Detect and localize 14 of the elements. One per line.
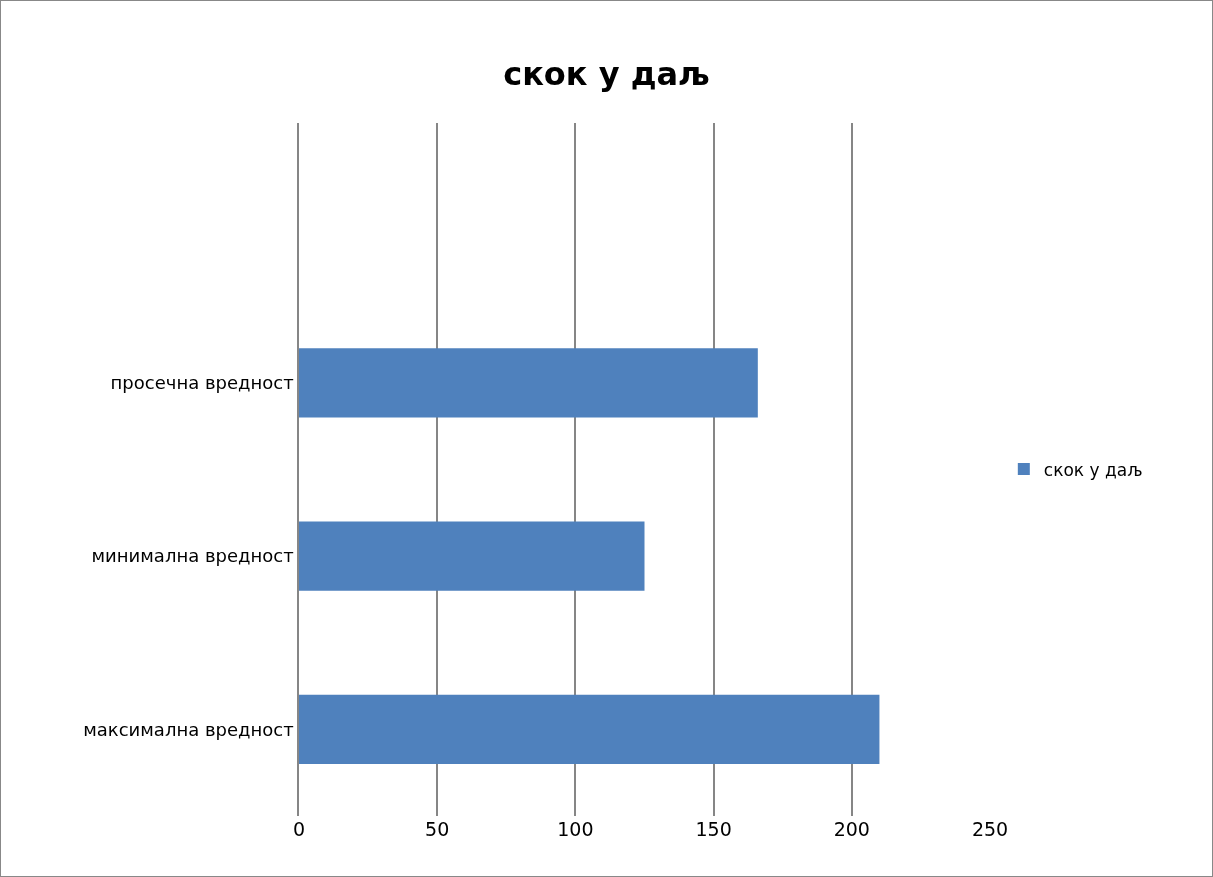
bar bbox=[299, 348, 758, 418]
bar bbox=[299, 521, 645, 591]
y-tick-label: максимална вредност bbox=[83, 718, 294, 740]
chart-title: скок у даљ bbox=[503, 54, 710, 93]
x-tick-label: 50 bbox=[425, 818, 450, 840]
x-tick-label: 150 bbox=[695, 818, 732, 840]
legend-label: скок у даљ bbox=[1043, 459, 1143, 480]
bar bbox=[299, 694, 880, 765]
y-tick-label: просечна вредност bbox=[110, 372, 294, 394]
x-tick-label: 250 bbox=[971, 818, 1009, 840]
x-tick-label: 200 bbox=[833, 818, 870, 840]
x-tick-label: 0 bbox=[292, 818, 306, 840]
y-tick-label: минимална вредност bbox=[91, 545, 294, 567]
x-tick-label: 100 bbox=[557, 818, 594, 840]
